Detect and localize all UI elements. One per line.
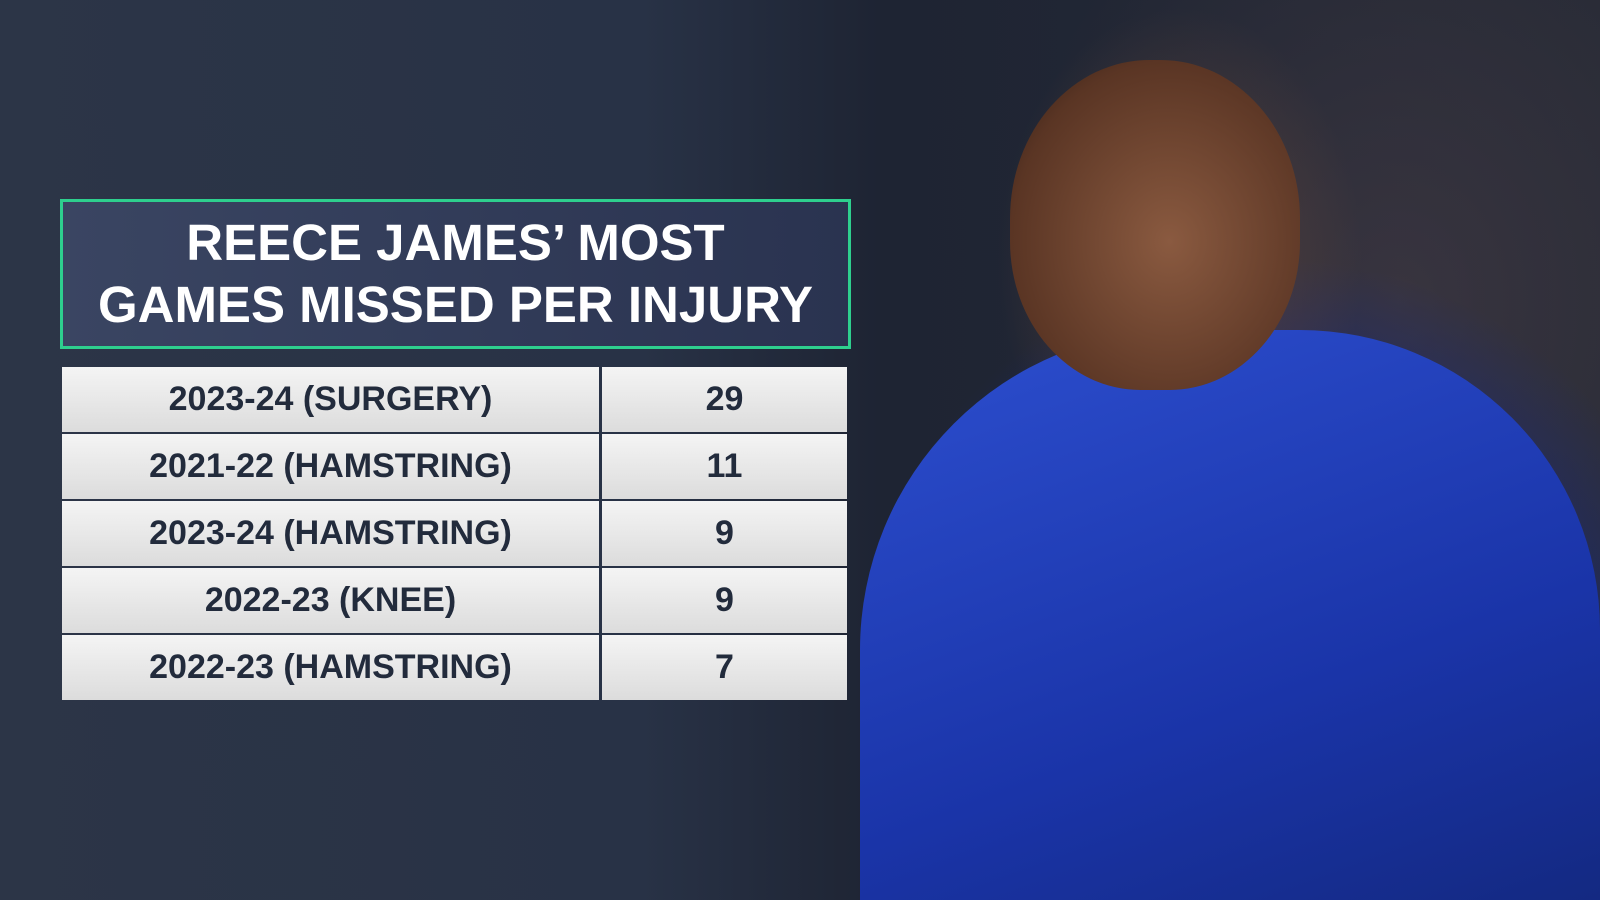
- table-row: 2023-24 (SURGERY) 29: [62, 367, 847, 432]
- injury-table: 2023-24 (SURGERY) 29 2021-22 (HAMSTRING) 11…: [62, 367, 847, 702]
- player-photo-head: [1010, 60, 1300, 390]
- table-row: 2022-23 (KNEE) 9: [62, 568, 847, 633]
- injury-label: 2023-24 (SURGERY): [62, 367, 599, 432]
- games-missed: 9: [602, 568, 847, 633]
- games-missed: 29: [602, 367, 847, 432]
- injury-label: 2022-23 (HAMSTRING): [62, 635, 599, 700]
- games-missed: 11: [602, 434, 847, 499]
- games-missed: 9: [602, 501, 847, 566]
- games-missed: 7: [602, 635, 847, 700]
- player-photo-body: [860, 330, 1600, 900]
- table-row: 2022-23 (HAMSTRING) 7: [62, 635, 847, 700]
- table-row: 2023-24 (HAMSTRING) 9: [62, 501, 847, 566]
- title-line: REECE JAMES’ MOST: [186, 214, 725, 271]
- title-line: GAMES MISSED PER INJURY: [97, 276, 814, 333]
- table-row: 2021-22 (HAMSTRING) 11: [62, 434, 847, 499]
- injury-label: 2022-23 (KNEE): [62, 568, 599, 633]
- title-box: REECE JAMES’ MOST GAMES MISSED PER INJUR…: [60, 199, 851, 349]
- injury-label: 2021-22 (HAMSTRING): [62, 434, 599, 499]
- injury-label: 2023-24 (HAMSTRING): [62, 501, 599, 566]
